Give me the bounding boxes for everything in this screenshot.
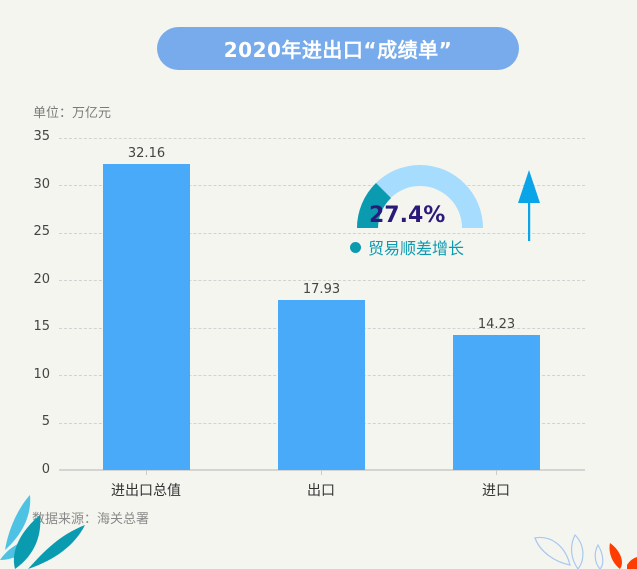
y-tick: 10 (33, 367, 50, 382)
legend-label: 贸易顺差增长 (368, 239, 465, 258)
y-tick: 20 (33, 272, 50, 287)
chart-title: 2020年进出口“成绩单” (157, 27, 519, 70)
y-tick: 25 (33, 224, 50, 239)
gridline (59, 138, 585, 139)
y-tick: 15 (33, 319, 50, 334)
legend-dot-icon (350, 241, 361, 253)
x-label: 出口 (307, 483, 335, 499)
leaves-decoration-icon (0, 495, 85, 569)
gauge-legend: 贸易顺差增长 (350, 235, 464, 259)
bar-import (453, 335, 540, 470)
y-tick: 0 (41, 462, 50, 477)
leaves-decoration-icon (534, 533, 637, 569)
bar-total (103, 164, 190, 470)
gauge-value: 27.4% (369, 203, 446, 228)
x-label: 进口 (482, 483, 510, 499)
bar-value-label: 17.93 (302, 282, 341, 297)
y-tick: 35 (33, 129, 50, 144)
y-tick: 5 (41, 414, 50, 429)
gauge-icon (357, 165, 483, 228)
unit-label: 单位：万亿元 (33, 106, 112, 121)
bar-export (278, 300, 365, 470)
gridline (59, 233, 585, 234)
x-label: 进出口总值 (111, 483, 181, 499)
up-arrow-icon (518, 170, 540, 241)
bar-value-label: 14.23 (477, 317, 516, 332)
y-tick: 30 (33, 177, 50, 192)
x-tick (146, 470, 147, 475)
x-tick (321, 470, 322, 475)
bar-value-label: 32.16 (127, 146, 166, 161)
x-tick (496, 470, 497, 475)
gridline (59, 280, 585, 281)
x-axis (59, 469, 585, 471)
gridline (59, 185, 585, 186)
source-label: 数据来源：海关总署 (32, 512, 150, 527)
